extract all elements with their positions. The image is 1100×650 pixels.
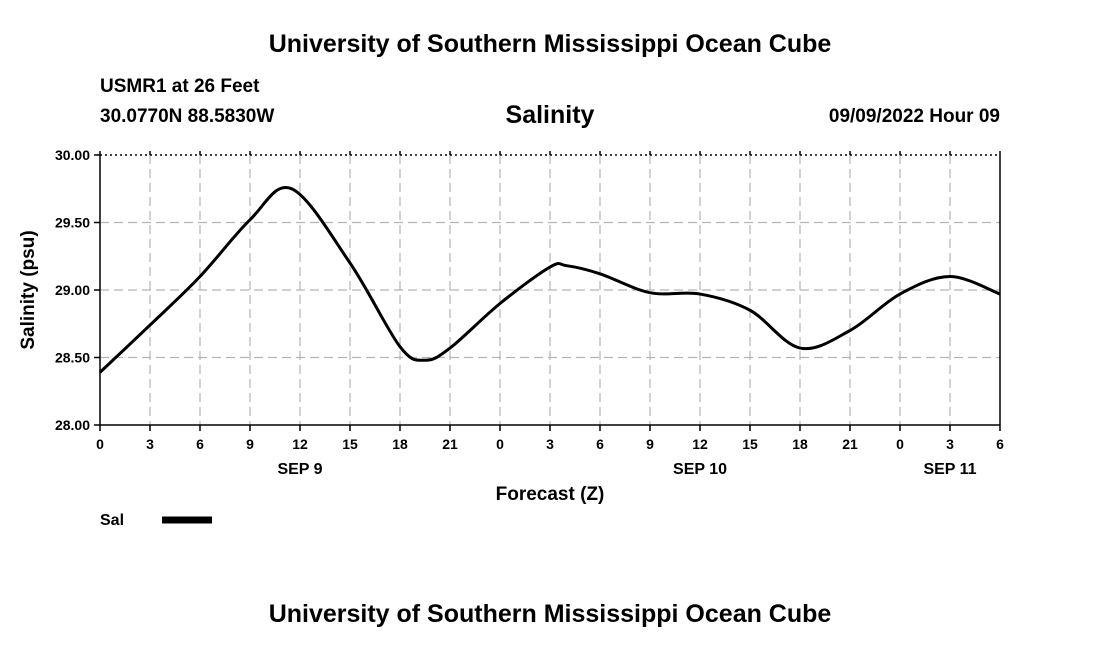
- x-tick-label: 15: [342, 436, 358, 452]
- date-label: SEP 10: [673, 461, 727, 478]
- y-tick-label: 28.50: [55, 350, 90, 366]
- x-tick-label: 9: [246, 436, 254, 452]
- x-tick-label: 6: [996, 436, 1004, 452]
- footer-title: University of Southern Mississippi Ocean…: [268, 600, 832, 628]
- date-label: SEP 11: [923, 461, 976, 478]
- chart-title: Salinity: [505, 101, 595, 129]
- x-tick-label: 0: [496, 436, 504, 452]
- x-axis-label: Forecast (Z): [496, 484, 605, 505]
- series-line-sal: [98, 185, 1001, 374]
- x-tick-label: 18: [392, 436, 408, 452]
- x-tick-label: 6: [196, 436, 204, 452]
- datetime-label: 09/09/2022 Hour 09: [828, 106, 1000, 127]
- x-tick-label: 9: [646, 436, 654, 452]
- y-tick-label: 29.50: [55, 215, 90, 231]
- y-tick-label: 29.00: [55, 282, 90, 298]
- y-tick-label: 30.00: [55, 147, 90, 163]
- x-tick-label: 3: [946, 436, 954, 452]
- x-tick-label: 6: [596, 436, 604, 452]
- x-tick-label: 0: [896, 436, 904, 452]
- page-title: University of Southern Mississippi Ocean…: [268, 30, 832, 58]
- x-tick-label: 18: [792, 436, 808, 452]
- x-tick-label: 0: [96, 436, 104, 452]
- x-tick-label: 21: [842, 436, 858, 452]
- y-axis-label: Salinity (psu): [18, 230, 39, 349]
- x-tick-label: 3: [546, 436, 554, 452]
- station-label: USMR1 at 26 Feet: [100, 76, 260, 97]
- x-tick-label: 12: [292, 436, 308, 452]
- x-tick-label: 3: [146, 436, 154, 452]
- x-tick-label: 21: [442, 436, 458, 452]
- x-tick-label: 15: [742, 436, 758, 452]
- legend-label: Sal: [100, 512, 124, 529]
- x-tick-label: 12: [692, 436, 708, 452]
- y-tick-label: 28.00: [55, 417, 90, 433]
- coordinates-label: 30.0770N 88.5830W: [100, 106, 275, 127]
- date-label: SEP 9: [277, 461, 322, 478]
